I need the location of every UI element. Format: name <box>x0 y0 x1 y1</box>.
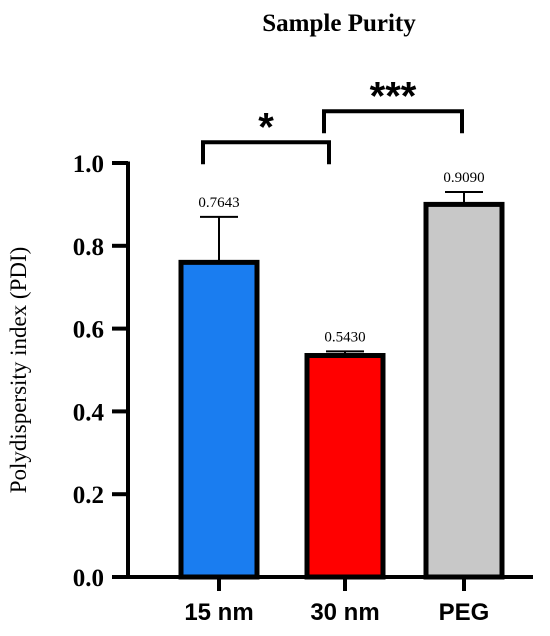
data-label: 0.7643 <box>198 195 239 211</box>
x-tick-label: 30 nm <box>310 599 379 626</box>
y-axis-label: Polydispersity index (PDI) <box>6 247 31 494</box>
bars: 0.7643 0.5430 0.9090 <box>178 170 505 580</box>
y-tick-label: 0.0 <box>73 565 104 592</box>
y-tick-label: 1.0 <box>73 151 104 178</box>
bar <box>178 259 260 580</box>
significance-bracket <box>201 140 331 165</box>
significance-bracket <box>322 109 464 134</box>
y-tick-label: 0.4 <box>73 399 105 426</box>
bar <box>423 201 505 580</box>
chart-title: Sample Purity <box>262 10 416 37</box>
significance-brackets: **** <box>201 74 464 165</box>
x-axis: 15 nm 30 nm PEG <box>126 575 533 626</box>
data-label: 0.5430 <box>324 329 365 345</box>
y-tick-label: 0.8 <box>73 234 104 261</box>
y-tick-label: 0.6 <box>73 317 104 344</box>
y-axis: 0.0 0.2 0.4 0.6 0.8 1.0 <box>73 151 130 592</box>
data-label: 0.9090 <box>443 170 484 186</box>
y-tick-label: 0.2 <box>73 482 104 509</box>
bar <box>304 353 386 580</box>
x-tick-label: 15 nm <box>184 599 253 626</box>
significance-label: *** <box>370 74 417 118</box>
x-tick-label: PEG <box>439 599 490 626</box>
significance-label: * <box>258 105 274 149</box>
